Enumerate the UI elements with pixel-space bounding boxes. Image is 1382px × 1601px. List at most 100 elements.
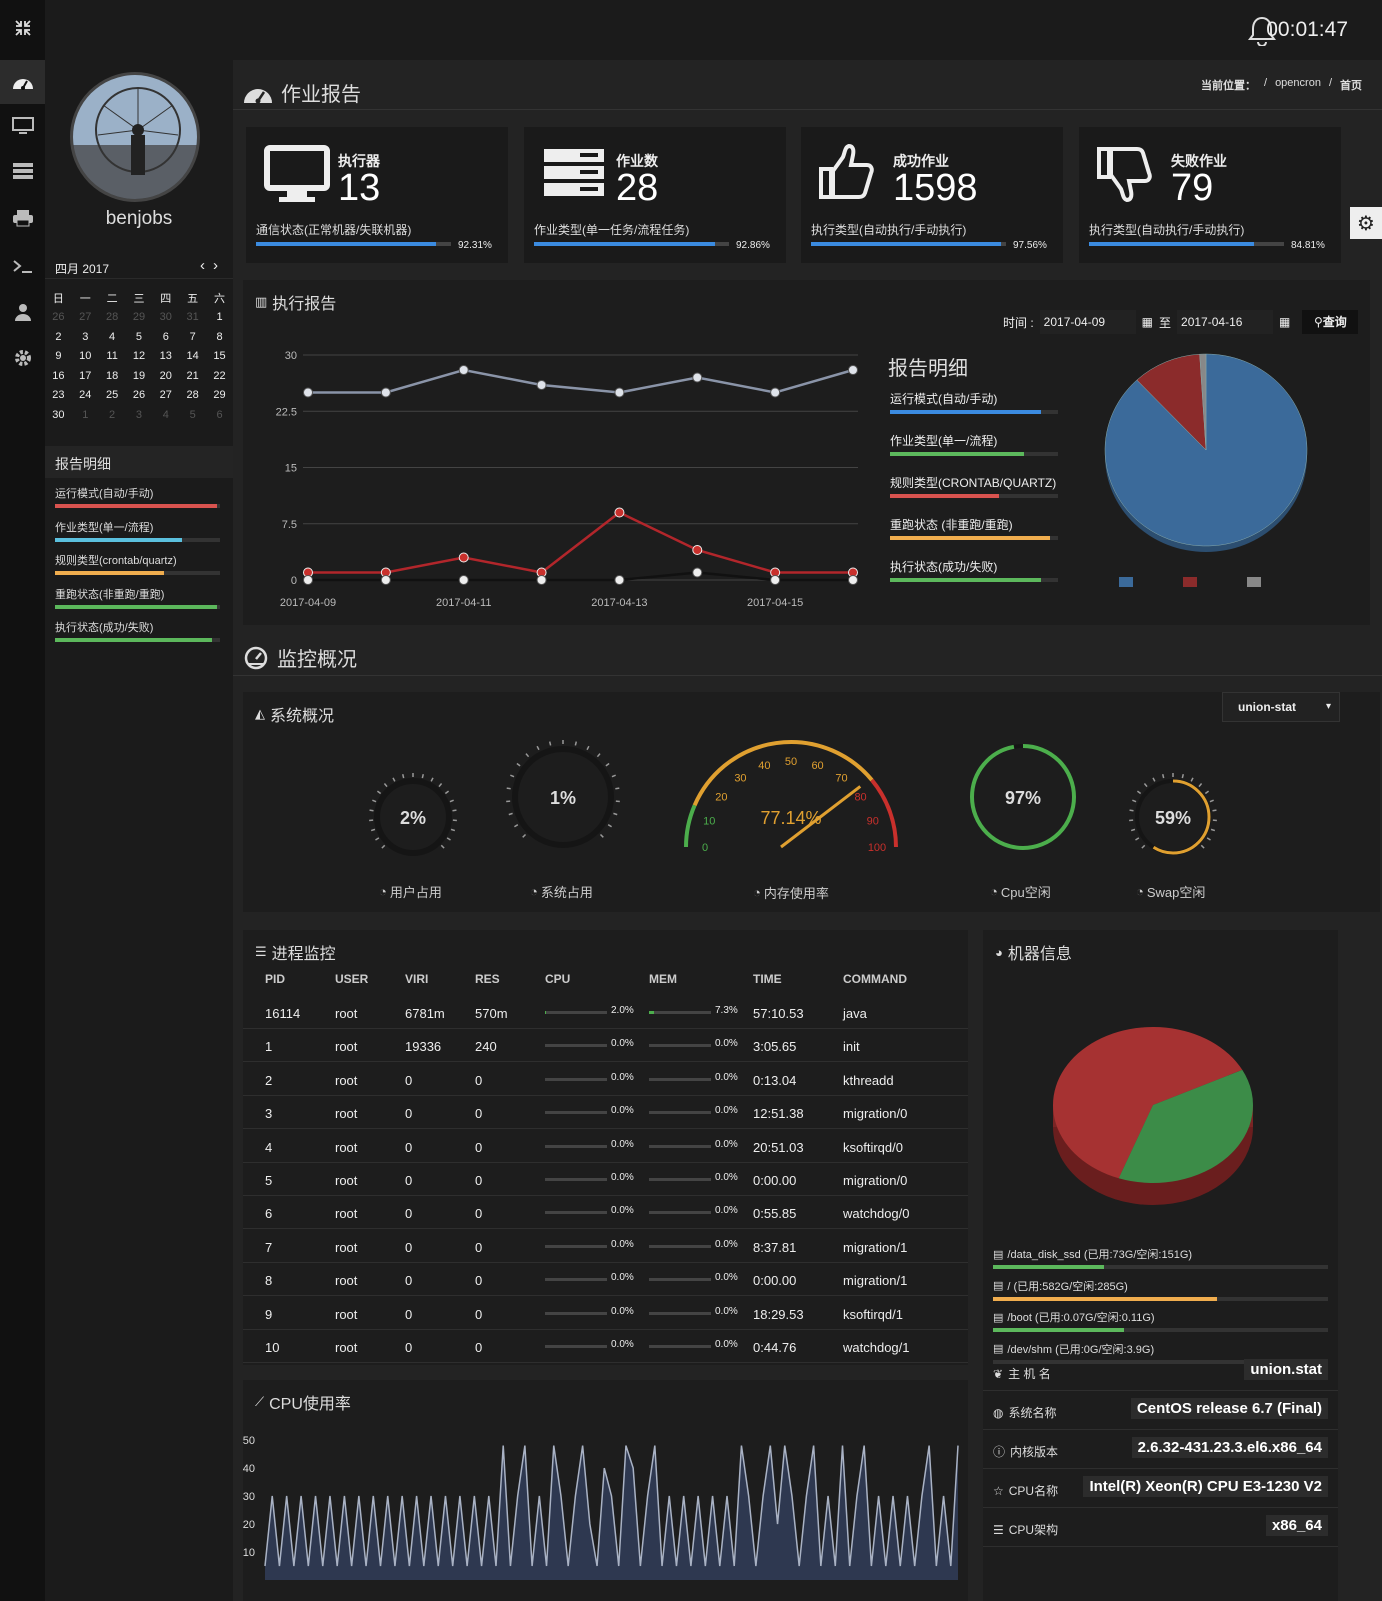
cell-res: 570m xyxy=(475,1006,508,1021)
calendar-day[interactable]: 30 xyxy=(52,408,65,421)
table-row[interactable]: 16114 root 6781m 570m 2.0% 7.3% 57:10.53 java xyxy=(243,996,968,1029)
calendar-day[interactable]: 2 xyxy=(55,330,62,343)
calendar-day[interactable]: 28 xyxy=(186,389,199,402)
calendar-day[interactable]: 22 xyxy=(213,369,226,382)
terminal-icon[interactable] xyxy=(0,244,45,288)
table-row[interactable]: 10 root 0 0 0.0% 0.0% 0:44.76 watchdog/1 xyxy=(243,1330,968,1363)
calendar-day[interactable]: 28 xyxy=(105,311,119,324)
calendar-day[interactable]: 6 xyxy=(162,330,169,343)
calendar-day[interactable]: 13 xyxy=(159,350,172,363)
calendar-day[interactable]: 1 xyxy=(216,311,223,324)
calendar-day[interactable]: 27 xyxy=(79,311,92,324)
data-point xyxy=(303,387,313,398)
date-to-input[interactable]: 2017-04-16 xyxy=(1177,310,1274,334)
breadcrumb-item-home[interactable]: 首页 xyxy=(1340,80,1362,92)
calendar-day[interactable]: 3 xyxy=(135,408,143,421)
calendar-day[interactable]: 11 xyxy=(106,350,118,363)
column-header: MEM xyxy=(649,972,677,986)
weekday-label: 五 xyxy=(187,292,199,305)
table-row[interactable]: 5 root 0 0 0.0% 0.0% 0:00.00 migration/0 xyxy=(243,1163,968,1196)
calendar-day[interactable]: 1 xyxy=(82,408,89,421)
calendar-day[interactable]: 9 xyxy=(55,350,62,363)
calendar-day[interactable]: 7 xyxy=(189,330,196,343)
table-row[interactable]: 6 root 0 0 0.0% 0.0% 0:55.85 watchdog/0 xyxy=(243,1196,968,1230)
table-row[interactable]: 8 root 0 0 0.0% 0.0% 0:00.00 migration/1 xyxy=(243,1263,968,1297)
calendar-day[interactable]: 15 xyxy=(213,350,226,363)
pie-slice xyxy=(1136,353,1207,451)
settings-toggle[interactable]: ⚙ xyxy=(1350,207,1382,239)
table-row[interactable]: 4 root 0 0 0.0% 0.0% 20:51.03 ksoftirqd/0 xyxy=(243,1130,968,1163)
stat-card-failed[interactable]: 失败作业 79 执行类型(自动执行/手动执行) 84.81% xyxy=(1079,127,1341,263)
agent-select[interactable]: union-stat ▾ xyxy=(1222,692,1340,722)
settings-icon[interactable] xyxy=(0,336,45,380)
calendar-day[interactable]: 29 xyxy=(132,311,146,324)
table-row[interactable]: 3 root 0 0 0.0% 0.0% 12:51.38 migration/0 xyxy=(243,1096,968,1130)
cpu-bar xyxy=(545,1111,607,1115)
prev-month-icon[interactable]: ‹ xyxy=(200,257,205,274)
table-row[interactable]: 7 root 0 0 0.0% 0.0% 8:37.81 migration/1 xyxy=(243,1230,968,1263)
next-month-icon[interactable]: › xyxy=(213,257,218,274)
gauge-value: 2% xyxy=(400,808,426,828)
bell-icon[interactable] xyxy=(1248,16,1276,51)
user-icon[interactable] xyxy=(0,290,45,334)
calendar-day[interactable]: 3 xyxy=(82,330,89,343)
hdd-icon: ▤ xyxy=(993,1248,1004,1261)
dashboard-icon[interactable] xyxy=(0,60,45,104)
cpu-bar xyxy=(545,1211,607,1215)
mem-bar xyxy=(649,1278,711,1282)
table-row[interactable]: 2 root 0 0 0.0% 0.0% 0:13.04 kthreadd xyxy=(243,1063,968,1096)
calendar-day[interactable]: 27 xyxy=(159,389,172,402)
calendar-day[interactable]: 25 xyxy=(105,389,119,402)
calendar-icon[interactable]: ▦ xyxy=(1141,315,1154,329)
calendar-day[interactable]: 10 xyxy=(79,350,92,363)
collapse-icon[interactable] xyxy=(0,6,45,50)
calendar-day[interactable]: 4 xyxy=(109,330,116,343)
calendar-day[interactable]: 5 xyxy=(189,408,196,421)
table-row[interactable]: 9 root 0 0 0.0% 0.0% 18:29.53 ksoftirqd/1 xyxy=(243,1297,968,1330)
calendar-day[interactable]: 21 xyxy=(186,369,199,382)
calendar-day[interactable]: 12 xyxy=(132,350,146,363)
calendar-day[interactable]: 19 xyxy=(132,369,146,382)
gauge-tick xyxy=(392,777,396,782)
stat-card-jobs[interactable]: 作业数 28 作业类型(单一任务/流程任务) 92.86% xyxy=(524,127,786,263)
stat-card-success[interactable]: 成功作业 1598 执行类型(自动执行/手动执行) 97.56% xyxy=(801,127,1063,263)
query-button[interactable]: ⚲查询 xyxy=(1302,310,1359,334)
avatar[interactable] xyxy=(70,72,200,202)
side-report-label: 重跑状态(非重跑/重跑) xyxy=(55,588,165,601)
calendar-day[interactable]: 30 xyxy=(159,311,172,324)
user-name[interactable]: benjobs xyxy=(105,208,173,229)
calendar-day[interactable]: 26 xyxy=(132,389,146,402)
gauge-tick xyxy=(613,812,618,816)
server-icon[interactable] xyxy=(0,149,45,193)
calendar-day[interactable]: 31 xyxy=(186,311,199,324)
calendar-day[interactable]: 6 xyxy=(216,408,223,421)
calendar: 日一二三四五六 26 27 28 29 30 31 1 2 3 4 5 6 7 8 9 10 11 12 13 14 1… xyxy=(45,288,233,425)
calendar-day[interactable]: 2 xyxy=(109,408,116,421)
calendar-day[interactable]: 29 xyxy=(213,389,226,402)
calendar-day[interactable]: 23 xyxy=(52,389,65,402)
stat-card-agents[interactable]: 执行器 13 通信状态(正常机器/失联机器) 92.31% xyxy=(246,127,508,263)
calendar-day[interactable]: 26 xyxy=(52,311,65,324)
calendar-day[interactable]: 5 xyxy=(135,330,143,343)
calendar-day[interactable]: 8 xyxy=(216,330,223,343)
monitor-icon[interactable] xyxy=(0,104,45,148)
gauge-value: 59% xyxy=(1155,808,1191,828)
calendar-day[interactable]: 14 xyxy=(186,350,199,363)
calendar-day[interactable]: 20 xyxy=(159,369,172,382)
gauge-tick xyxy=(1200,844,1205,849)
cell-user: root xyxy=(335,1239,358,1255)
date-from-input[interactable]: 2017-04-09 xyxy=(1039,310,1136,334)
breadcrumb-item-opencron[interactable]: opencron xyxy=(1275,77,1321,89)
gauge-label-cpu-idle: ◔ Cpu空闲 xyxy=(990,884,1051,900)
cell-user: root xyxy=(335,1273,358,1289)
mem-bar xyxy=(649,1144,711,1148)
calendar-day[interactable]: 4 xyxy=(162,408,169,421)
calendar-day[interactable]: 16 xyxy=(52,369,65,382)
table-row[interactable]: 1 root 19336 240 0.0% 0.0% 3:05.65 init xyxy=(243,1029,968,1063)
calendar-day[interactable]: 17 xyxy=(79,369,92,382)
calendar-day[interactable]: 24 xyxy=(79,389,92,402)
calendar-day[interactable]: 18 xyxy=(105,369,119,382)
calendar-icon[interactable]: ▦ xyxy=(1279,315,1291,329)
gauge-tick xyxy=(1141,844,1146,849)
printer-icon[interactable] xyxy=(0,196,45,240)
